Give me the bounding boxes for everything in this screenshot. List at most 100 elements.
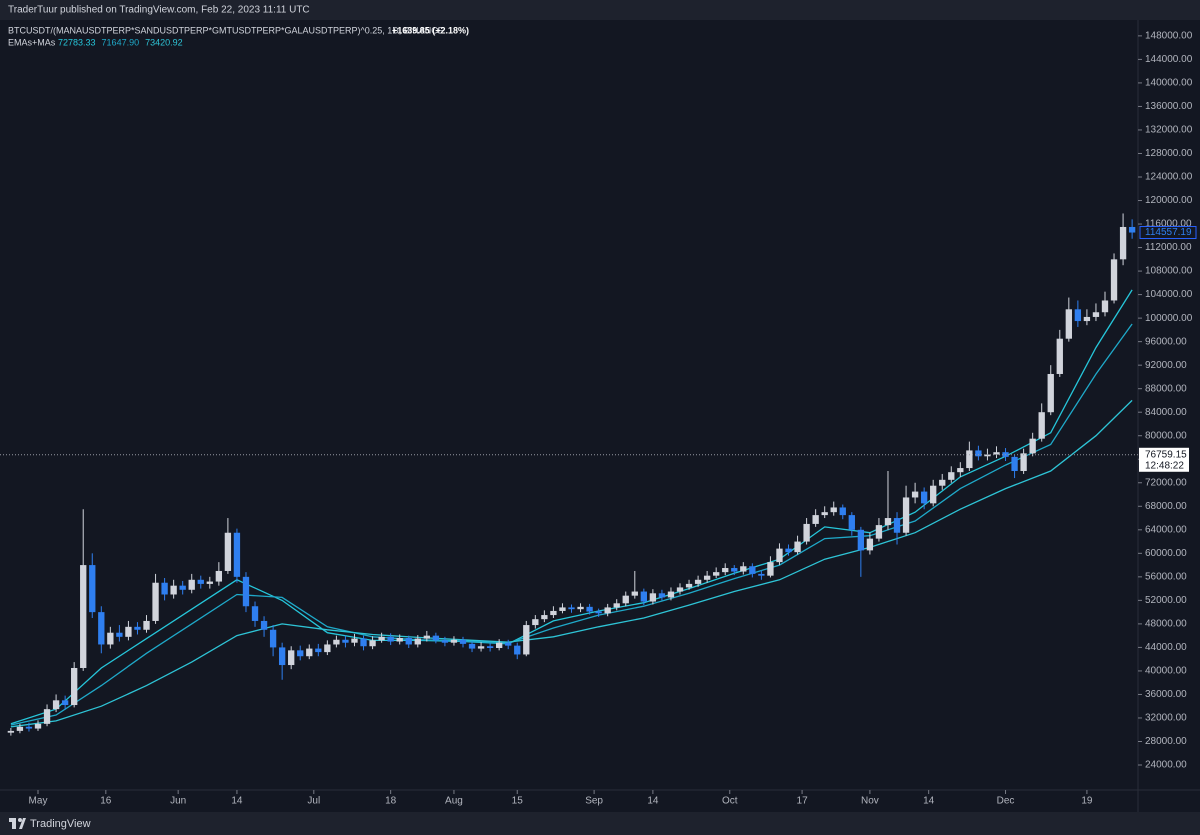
candle-body xyxy=(532,619,539,626)
y-tick-label: 148000.00 xyxy=(1145,31,1193,42)
candle-body xyxy=(523,625,530,655)
candle-body xyxy=(848,515,855,530)
candle-body xyxy=(505,642,512,646)
candle-body xyxy=(89,565,96,613)
candle-body xyxy=(902,497,910,533)
candle-body xyxy=(315,648,322,653)
y-tick-label: 48000.00 xyxy=(1145,619,1187,630)
candle-body xyxy=(369,640,376,647)
plot xyxy=(7,213,1136,736)
last-price-box xyxy=(1139,226,1197,240)
y-tick-label: 44000.00 xyxy=(1145,642,1187,653)
y-tick-label: 56000.00 xyxy=(1145,571,1187,582)
candle-body xyxy=(251,606,259,621)
y-tick-label: 136000.00 xyxy=(1145,101,1193,112)
x-tick-label: 15 xyxy=(512,796,524,807)
candle-body xyxy=(966,450,973,469)
candle-body xyxy=(143,620,150,630)
candle-body xyxy=(993,452,1000,455)
candle-body xyxy=(658,593,666,598)
candle-body xyxy=(685,583,693,588)
y-tick-label: 112000.00 xyxy=(1145,242,1192,253)
moving-average-line xyxy=(10,399,1133,728)
y-tick-label: 92000.00 xyxy=(1145,360,1187,371)
candle-body xyxy=(1047,373,1054,413)
candle-body xyxy=(930,485,937,504)
candle-body xyxy=(242,576,250,607)
candle-body xyxy=(116,632,123,637)
x-tick-label: Jul xyxy=(307,796,320,807)
candle-body xyxy=(360,638,367,647)
y-tick-label: 144000.00 xyxy=(1145,54,1193,65)
candle-body xyxy=(206,581,213,584)
indicator-name: EMAs+MAs xyxy=(8,37,56,47)
candle-body xyxy=(920,491,928,504)
candle-body xyxy=(98,612,105,645)
candle-body xyxy=(550,610,557,616)
y-tick-label: 88000.00 xyxy=(1145,383,1187,394)
candle-body xyxy=(16,726,24,731)
x-tick-label: May xyxy=(29,796,48,807)
candle-body xyxy=(740,566,747,572)
y-tick-label: 40000.00 xyxy=(1145,666,1187,677)
candle-body xyxy=(188,579,195,590)
candle-body xyxy=(713,572,720,576)
symbol-title: BTCUSDT/(MANAUSDTPERP*SANDUSDTPERP*GMTUS… xyxy=(8,25,444,35)
indicator-value: 72783.33 xyxy=(58,37,96,47)
candle-body xyxy=(830,507,837,513)
x-tick-label: 17 xyxy=(797,796,809,807)
candle-body xyxy=(911,491,919,498)
indicator-value: 71647.90 xyxy=(102,37,140,47)
candle-body xyxy=(975,450,982,457)
x-tick-label: 14 xyxy=(231,796,243,807)
y-tick-label: 100000.00 xyxy=(1145,313,1193,324)
candle-body xyxy=(414,638,421,645)
candle-body xyxy=(441,640,449,643)
candle-body xyxy=(486,646,494,648)
candle-body xyxy=(34,723,42,729)
candle-body xyxy=(1128,226,1136,233)
candle-body xyxy=(1029,438,1036,454)
y-tick-label: 104000.00 xyxy=(1145,289,1193,300)
x-tick-label: Sep xyxy=(585,796,603,807)
candle-body xyxy=(676,587,684,592)
x-tick-label: 19 xyxy=(1081,796,1093,807)
candle-body xyxy=(866,538,874,551)
candle-body xyxy=(984,454,991,457)
price-change: +1639.85 (+2.18%) xyxy=(392,25,469,35)
candle-body xyxy=(1110,259,1118,301)
y-tick-label: 68000.00 xyxy=(1145,501,1187,512)
candle-body xyxy=(1074,309,1082,322)
crosshair-label-box xyxy=(1139,447,1189,472)
candle-body xyxy=(577,606,584,610)
y-tick-label: 84000.00 xyxy=(1145,407,1187,418)
candle-body xyxy=(640,591,648,602)
candle-body xyxy=(776,548,783,563)
candle-body xyxy=(450,639,458,643)
candle-body xyxy=(722,568,729,573)
candle-body xyxy=(622,595,629,604)
candle-body xyxy=(152,582,159,621)
candle-body xyxy=(649,593,657,602)
y-tick-label: 24000.00 xyxy=(1145,760,1187,771)
candle-body xyxy=(568,607,575,610)
candle-body xyxy=(893,518,901,533)
candle-body xyxy=(468,643,476,649)
candle-body xyxy=(1092,312,1100,317)
y-tick-label: 128000.00 xyxy=(1145,148,1193,159)
y-tick-label: 28000.00 xyxy=(1145,736,1187,747)
candle-body xyxy=(1011,456,1018,472)
candle-body xyxy=(396,637,403,642)
brand: TradingView xyxy=(30,818,91,830)
candle-body xyxy=(703,575,711,580)
candle-body xyxy=(52,700,60,710)
candle-body xyxy=(667,591,675,598)
candle-body xyxy=(233,532,241,577)
candle-body xyxy=(884,518,892,526)
candle-body xyxy=(269,629,277,648)
candle-body xyxy=(821,512,828,516)
candle-body xyxy=(767,562,774,576)
candle-body xyxy=(694,579,702,584)
candle-body xyxy=(170,585,177,595)
